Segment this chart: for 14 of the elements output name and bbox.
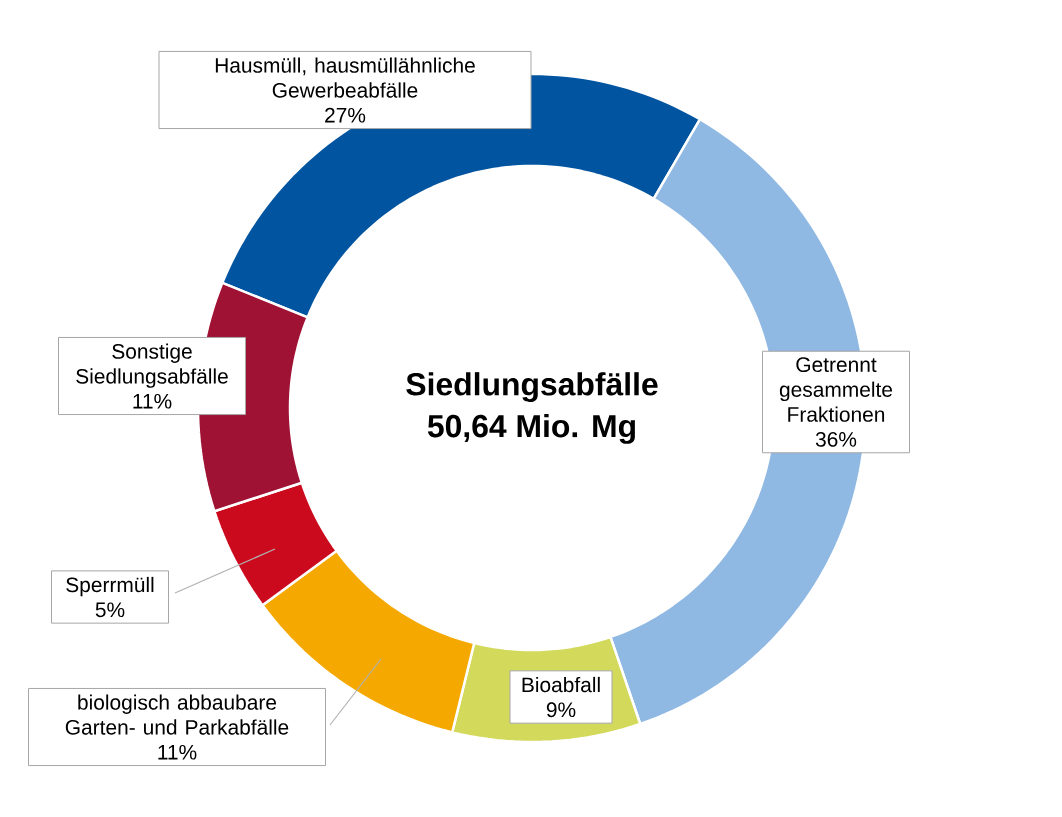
slice-label: Bioabfall [522,676,600,693]
data-label: 5% [95,602,125,618]
slice-label: Sperrmüll [66,576,154,597]
data-label: 36% [815,431,857,447]
slice-label: Sonstige Siedlungsabfälle [76,343,228,388]
data-label: 27% [325,107,366,123]
text: 50,64 Mio. Mg [427,414,635,444]
data-label: 9% [546,702,576,718]
slice-label: biologisch abbaubare Garten- und Parkabfälle [65,694,289,735]
data-label: 11% [158,744,197,760]
slice-label: Hausmüll, hausmüllähnliche Gewerbeabfälle [215,57,475,98]
data-label: 11% [133,393,172,409]
text: Siedlungsabfälle [406,372,658,402]
slice-label: Getrennt gesammelte Fraktionen [779,357,893,422]
